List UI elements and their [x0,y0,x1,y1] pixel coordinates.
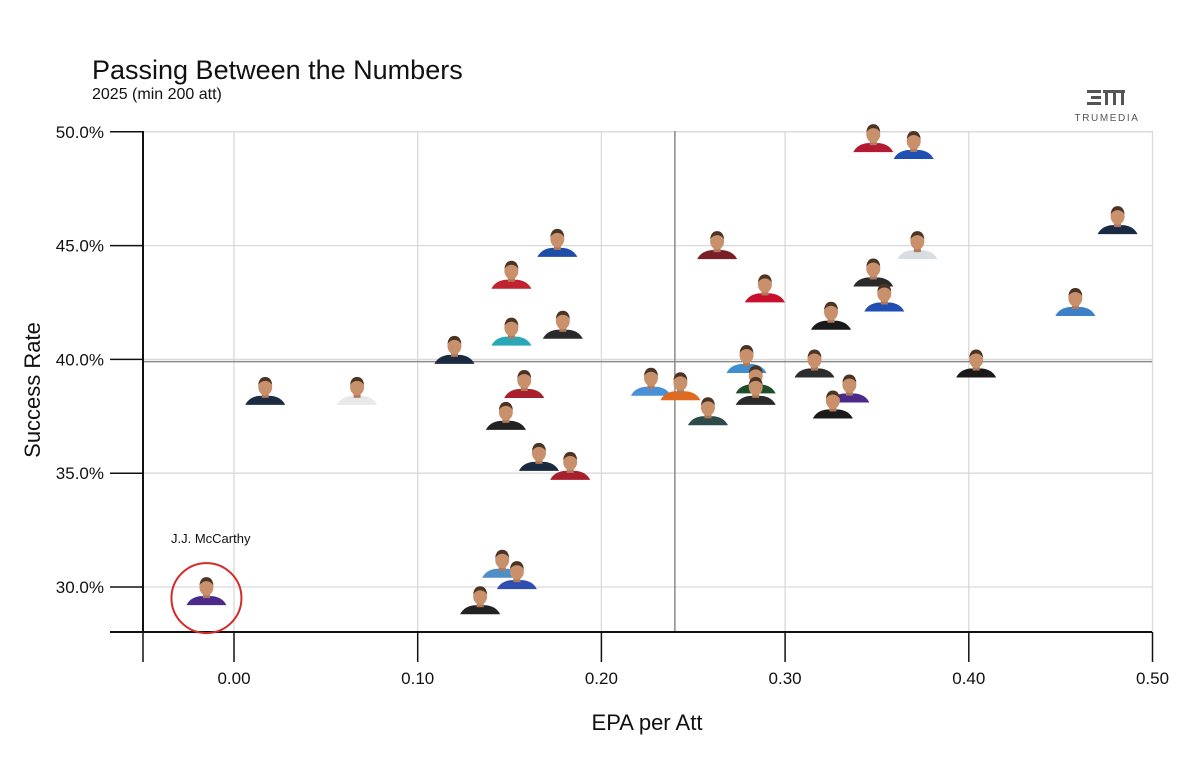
y-axis-title: Success Rate [20,322,45,458]
data-point [660,372,701,401]
chart-subtitle: 2025 (min 200 att) [92,86,222,103]
data-point [744,274,785,303]
x-tick-label: 0.50 [1136,669,1169,688]
data-point [542,310,583,339]
y-tick-label: 30.0% [56,578,104,597]
data-point [537,228,578,257]
data-point [812,390,853,419]
axes [110,131,1152,633]
data-point [504,369,545,398]
annotation-label: J.J. McCarthy [171,531,251,546]
data-point [337,376,378,405]
data-point [518,442,559,471]
data-point [853,124,894,153]
trumedia-logo-icon [1087,90,1125,105]
data-point [697,231,738,260]
x-tick-label: 0.00 [217,669,250,688]
data-point [794,349,835,378]
chart-header: Passing Between the Numbers 2025 (min 20… [92,55,463,105]
trumedia-logo-text: TRUMEDIA [1074,113,1140,124]
data-point [630,367,671,396]
data-point [460,586,501,615]
chart-title: Passing Between the Numbers [92,55,463,85]
data-points [186,124,1138,615]
annotation: J.J. McCarthy [170,531,251,635]
y-tick-label: 50.0% [56,123,104,142]
y-tick-label: 35.0% [56,464,104,483]
highlight-circle [170,562,243,635]
x-axis-title: EPA per Att [592,710,703,735]
y-axis-ticks: 30.0% 35.0% 40.0% 45.0% 50.0% [56,123,143,597]
data-point [186,577,227,606]
data-point [897,231,938,260]
trumedia-logo: TRUMEDIA [1062,88,1152,124]
x-tick-label: 0.30 [769,669,802,688]
data-point [893,131,934,160]
data-point [245,376,286,405]
x-tick-label: 0.10 [401,669,434,688]
data-point [550,451,591,480]
data-point [1055,288,1096,317]
data-point [687,397,728,426]
y-tick-label: 45.0% [56,237,104,256]
x-axis-ticks: 0.00 0.10 0.20 0.30 0.40 0.50 [142,632,1169,688]
data-point [491,260,532,289]
data-point [1097,206,1138,235]
data-point [853,258,894,287]
data-point [491,317,532,346]
y-tick-label: 40.0% [56,350,104,369]
data-point [956,349,997,378]
data-point [485,401,526,430]
data-point [434,335,475,364]
data-point [864,283,905,312]
data-point [811,301,852,330]
grid [143,131,1154,632]
x-tick-label: 0.40 [952,669,985,688]
data-point [496,561,537,590]
data-point [735,376,776,405]
x-tick-label: 0.20 [585,669,618,688]
